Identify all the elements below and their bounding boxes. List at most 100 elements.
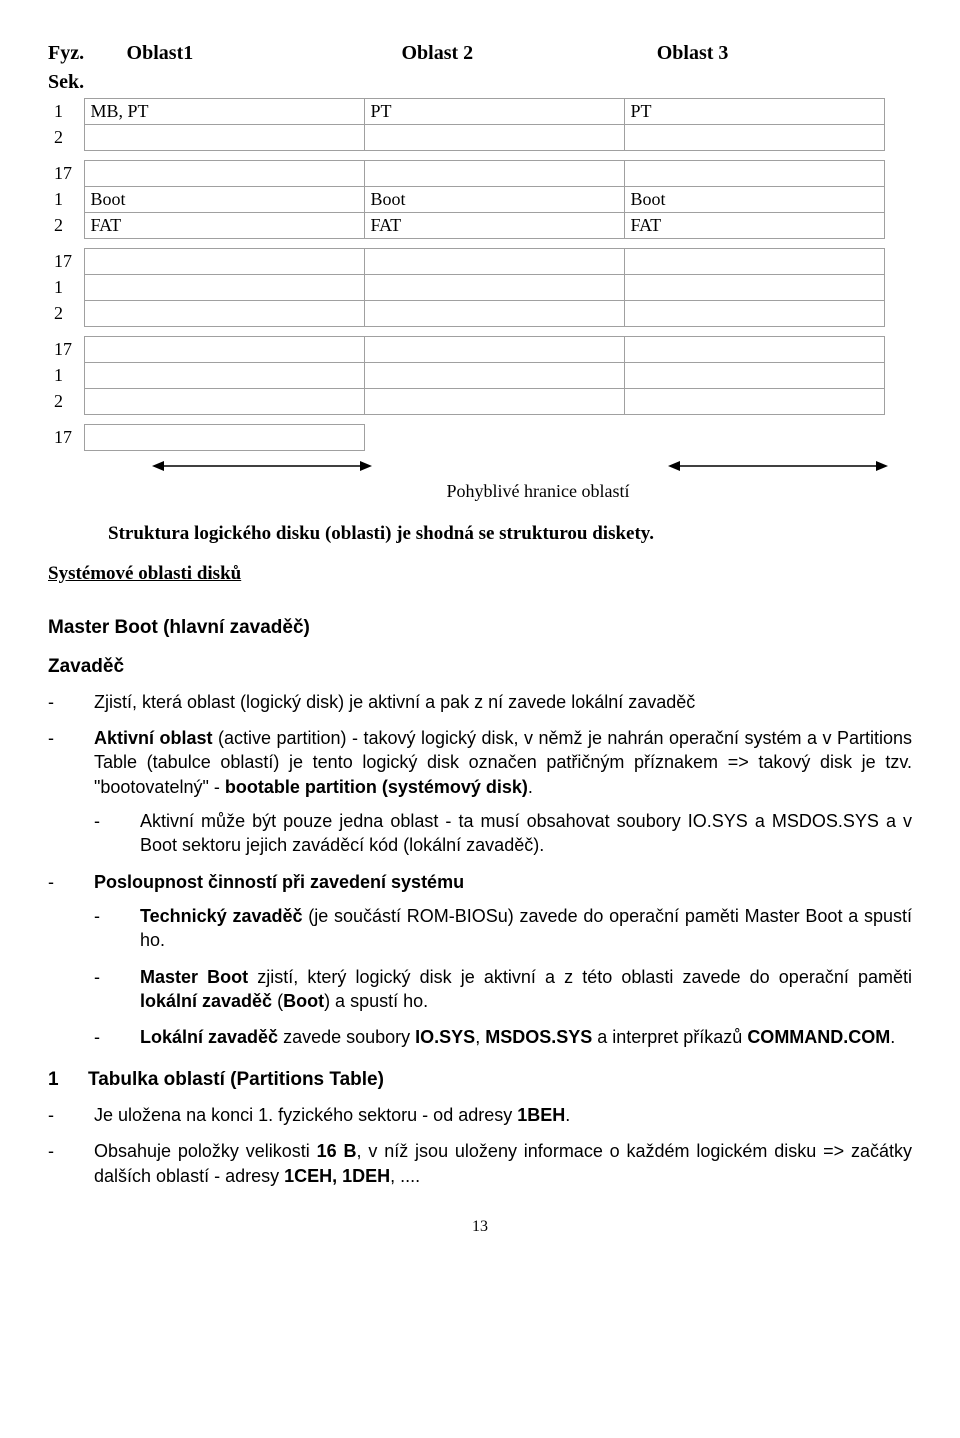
cell	[624, 337, 884, 363]
double-arrow-icon	[644, 459, 912, 473]
cell	[364, 275, 624, 301]
cell: FAT	[624, 213, 884, 239]
disk-structure-table: 1 MB, PT PT PT 2 17 1 Boot Boot Boot 2 F…	[48, 98, 885, 451]
row-num: 1	[48, 187, 84, 213]
heading-number: 1	[48, 1067, 88, 1093]
header-fyz: Fyz.	[48, 40, 127, 67]
cell: PT	[364, 99, 624, 125]
cell: Boot	[364, 187, 624, 213]
text: MSDOS.SYS	[485, 1027, 592, 1047]
text: 1CEH, 1DEH	[284, 1166, 390, 1186]
table-row: 2 FAT FAT FAT	[48, 213, 884, 239]
cell	[84, 363, 364, 389]
text: .	[565, 1105, 570, 1125]
zavadec-list: Zjistí, která oblast (logický disk) je a…	[48, 690, 912, 1050]
double-arrow-icon	[128, 459, 396, 473]
row-num: 17	[48, 425, 84, 451]
list-item: Aktivní může být pouze jedna oblast - ta…	[94, 809, 912, 858]
master-boot-heading: Master Boot (hlavní zavaděč)	[48, 615, 912, 641]
table-row: 17	[48, 161, 884, 187]
table-row: 2	[48, 125, 884, 151]
cell: Boot	[624, 187, 884, 213]
table-row: 1 Boot Boot Boot	[48, 187, 884, 213]
text: ) a spustí ho.	[324, 991, 428, 1011]
text: Master Boot	[140, 967, 248, 987]
partitions-table-list: Je uložena na konci 1. fyzického sektoru…	[48, 1103, 912, 1188]
arrows-row	[128, 459, 912, 473]
cell	[624, 275, 884, 301]
text: Boot	[283, 991, 324, 1011]
text: Aktivní oblast	[94, 728, 213, 748]
cell	[364, 301, 624, 327]
cell	[364, 249, 624, 275]
list-item: Obsahuje položky velikosti 16 B, v níž j…	[48, 1139, 912, 1188]
list-item: Master Boot zjistí, který logický disk j…	[94, 965, 912, 1014]
list-item: Posloupnost činností při zavedení systém…	[48, 870, 912, 1050]
cell	[84, 337, 364, 363]
cell	[84, 249, 364, 275]
row-num: 1	[48, 363, 84, 389]
text: Zjistí, která oblast (logický disk) je a…	[94, 692, 695, 712]
text: .	[528, 777, 533, 797]
list-item: Zjistí, která oblast (logický disk) je a…	[48, 690, 912, 714]
cell	[84, 161, 364, 187]
list-item: Je uložena na konci 1. fyzického sektoru…	[48, 1103, 912, 1127]
table-row: 17	[48, 249, 884, 275]
cell	[84, 425, 364, 451]
header-sek: Sek.	[48, 69, 128, 96]
row-num: 2	[48, 213, 84, 239]
cell: Boot	[84, 187, 364, 213]
table-row: 1	[48, 363, 884, 389]
cell	[364, 425, 624, 451]
header-col1: Oblast1	[127, 40, 402, 67]
table-header-row1: Fyz. Oblast1 Oblast 2 Oblast 3	[48, 40, 912, 67]
struktura-text: Struktura logického disku (oblasti) je s…	[108, 521, 912, 547]
cell	[84, 275, 364, 301]
cell	[364, 389, 624, 415]
text: a interpret příkazů	[592, 1027, 747, 1047]
cell	[364, 125, 624, 151]
text: lokální zavaděč	[140, 991, 272, 1011]
row-num: 17	[48, 249, 84, 275]
row-num: 1	[48, 99, 84, 125]
page-number: 13	[48, 1216, 912, 1238]
heading-text: Tabulka oblastí (Partitions Table)	[88, 1069, 384, 1090]
row-num: 1	[48, 275, 84, 301]
table-row: 17	[48, 425, 884, 451]
row-num: 2	[48, 301, 84, 327]
cell	[364, 363, 624, 389]
cell	[624, 389, 884, 415]
text: Obsahuje položky velikosti	[94, 1141, 317, 1161]
table-row: 17	[48, 337, 884, 363]
table-row: 1 MB, PT PT PT	[48, 99, 884, 125]
text: 1BEH	[517, 1105, 565, 1125]
text: Technický zavaděč	[140, 906, 303, 926]
list-item: Aktivní oblast (active partition) - tako…	[48, 726, 912, 857]
table-header-row2: Sek.	[48, 69, 912, 96]
cell	[624, 363, 884, 389]
header-col3: Oblast 3	[657, 40, 912, 67]
cell	[624, 425, 884, 451]
text: (	[272, 991, 283, 1011]
table-row: 1	[48, 275, 884, 301]
text: 16 B	[317, 1141, 357, 1161]
cell	[624, 249, 884, 275]
row-num: 2	[48, 389, 84, 415]
table-row: 2	[48, 389, 884, 415]
cell	[84, 125, 364, 151]
text: Je uložena na konci 1. fyzického sektoru…	[94, 1105, 517, 1125]
text: .	[890, 1027, 895, 1047]
list-item: Technický zavaděč (je součástí ROM-BIOSu…	[94, 904, 912, 953]
text: Posloupnost činností při zavedení systém…	[94, 872, 464, 892]
system-areas-heading: Systémové oblasti disků	[48, 561, 912, 587]
cell: FAT	[364, 213, 624, 239]
cell: PT	[624, 99, 884, 125]
text: zjistí, který logický disk je aktivní a …	[248, 967, 912, 987]
partitions-table-heading: 1Tabulka oblastí (Partitions Table)	[48, 1067, 912, 1093]
cell	[84, 301, 364, 327]
row-num: 2	[48, 125, 84, 151]
cell	[624, 125, 884, 151]
list-item: Lokální zavaděč zavede soubory IO.SYS, M…	[94, 1025, 912, 1049]
cell	[624, 301, 884, 327]
text: bootable partition (systémový disk)	[225, 777, 528, 797]
